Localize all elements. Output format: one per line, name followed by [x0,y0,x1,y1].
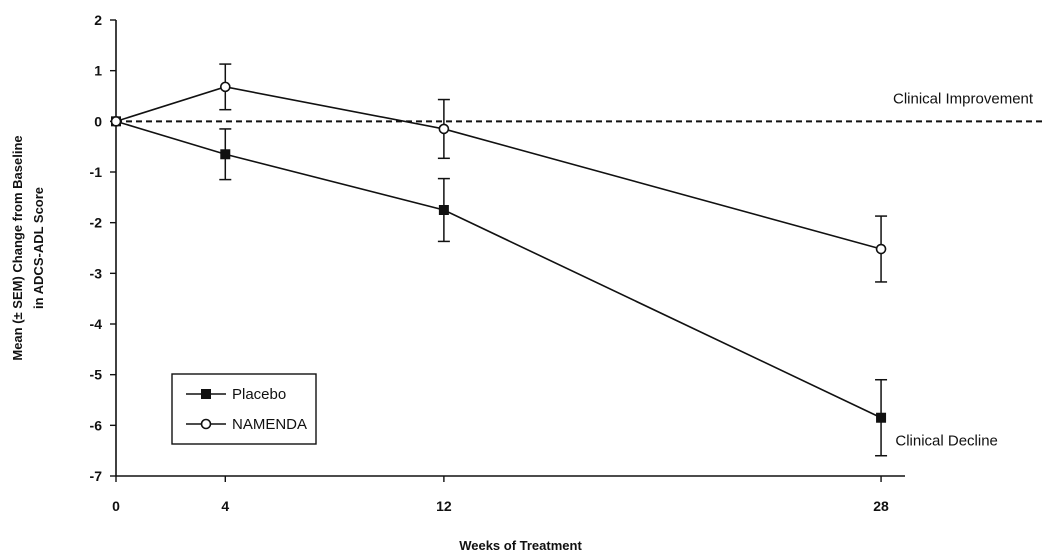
legend-label-namenda: NAMENDA [232,416,307,433]
x-tick-label: 12 [436,498,452,514]
x-tick-label: 0 [112,498,120,514]
data-point-namenda [110,116,122,127]
y-tick-label: -4 [90,316,103,332]
data-point-namenda [219,81,231,93]
axes: 2 1 0 -1 -2 -3 -4 -5 -6 -7 0 4 12 28 [90,12,905,514]
y-tick-label: -3 [90,265,103,281]
data-point-namenda [875,243,887,255]
legend-marker-namenda [200,418,212,430]
y-axis-title: Mean (± SEM) Change from Baseline in ADCS… [10,135,46,360]
legend-marker-placebo [201,389,211,399]
y-tick-label: 2 [94,12,102,28]
annotation-clinical-improvement: Clinical Improvement [893,91,1034,108]
series-line-placebo [115,120,882,419]
annotation-clinical-decline: Clinical Decline [895,433,998,450]
y-axis-title-line: Mean (± SEM) Change from Baseline [10,135,25,360]
y-tick-label: -2 [90,215,103,231]
y-tick-label: -1 [90,164,103,180]
series-group [110,63,888,457]
x-tick-label: 28 [873,498,889,514]
y-tick-label: 0 [94,113,102,129]
y-tick-label: -7 [90,468,103,484]
legend: Placebo NAMENDA [171,373,317,445]
x-axis-title: Weeks of Treatment [459,538,582,553]
y-axis-title-line: in ADCS-ADL Score [31,187,46,309]
legend-label-placebo: Placebo [232,386,286,403]
x-tick-label: 4 [221,498,229,514]
y-tick-label: -6 [90,417,103,433]
legend-box [171,373,317,445]
labels-group: Weeks of Treatment Mean (± SEM) Change fr… [10,91,1034,553]
y-tick-label: 1 [94,63,102,79]
y-tick-label: -5 [90,367,103,383]
data-point-placebo [438,205,449,215]
data-point-namenda [438,123,450,135]
data-point-placebo [876,412,887,423]
series-line-namenda [115,86,882,250]
data-point-placebo [220,149,231,160]
